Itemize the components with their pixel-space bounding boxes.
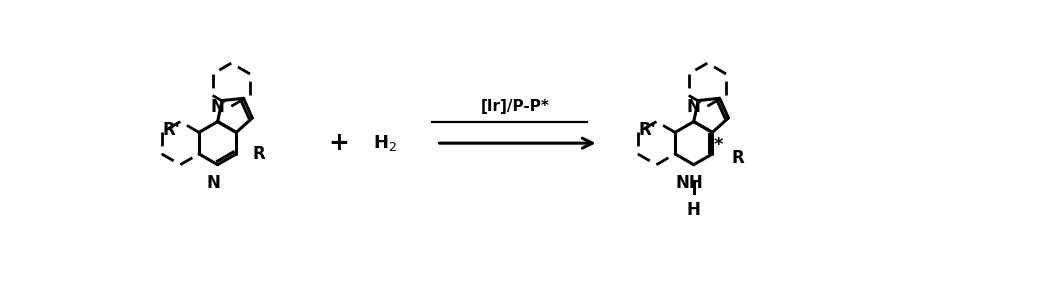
- Text: N: N: [207, 174, 221, 191]
- Text: R: R: [253, 145, 266, 163]
- Text: +: +: [328, 131, 349, 155]
- Text: NH: NH: [676, 174, 704, 191]
- Text: [Ir]/P-P*: [Ir]/P-P*: [481, 99, 549, 114]
- Text: R: R: [731, 149, 744, 167]
- Text: N: N: [211, 98, 224, 116]
- Text: H: H: [687, 201, 701, 219]
- Text: H$_2$: H$_2$: [373, 133, 397, 153]
- Text: N: N: [687, 98, 701, 116]
- Text: R': R': [163, 122, 181, 139]
- Text: *: *: [713, 136, 723, 154]
- Text: R': R': [638, 122, 656, 139]
